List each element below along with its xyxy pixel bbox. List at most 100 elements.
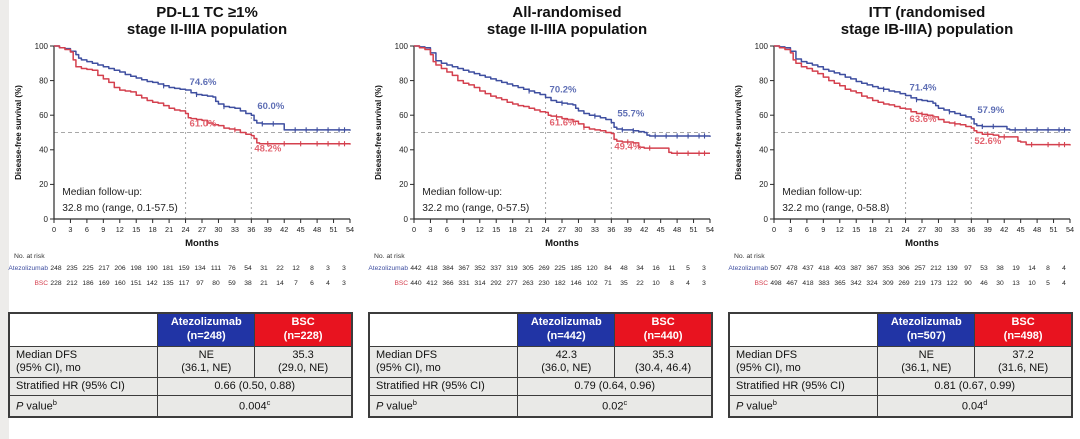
risk-count: 19	[1012, 264, 1020, 272]
svg-text:100: 100	[755, 41, 769, 50]
svg-text:Months: Months	[545, 238, 579, 249]
svg-text:32.2 mo (range, 0-58.8): 32.2 mo (range, 0-58.8)	[782, 203, 889, 214]
svg-text:33: 33	[231, 225, 239, 234]
svg-text:40: 40	[399, 145, 408, 154]
risk-count: 206	[114, 264, 126, 272]
risk-count: 309	[882, 279, 894, 287]
svg-text:24: 24	[181, 225, 189, 234]
risk-count: 3	[326, 264, 330, 272]
risk-count: 269	[898, 279, 910, 287]
risk-count: 498	[770, 279, 782, 287]
svg-text:48: 48	[313, 225, 321, 234]
svg-text:3: 3	[788, 225, 792, 234]
risk-count: 257	[914, 264, 926, 272]
risk-count: 507	[770, 264, 782, 272]
svg-text:36: 36	[967, 225, 975, 234]
table-row-hr: Stratified HR (95% CI) 0.66 (0.50, 0.88)	[8, 376, 353, 397]
svg-text:33: 33	[591, 225, 599, 234]
risk-count: 212	[66, 279, 78, 287]
svg-text:51: 51	[1049, 225, 1057, 234]
risk-count: 190	[146, 264, 158, 272]
no-at-risk-label: No. at risk	[14, 252, 45, 260]
risk-row-label: BSC	[394, 279, 408, 287]
risk-count: 5	[1046, 279, 1050, 287]
risk-count: 352	[474, 264, 486, 272]
risk-count: 440	[410, 279, 422, 287]
svg-text:48.2%: 48.2%	[254, 143, 281, 154]
svg-text:15: 15	[492, 225, 500, 234]
risk-counts: 248 235 225 217 206 198 190 181 159 134 111 76 54 31 2…	[48, 265, 352, 272]
risk-count: 331	[458, 279, 470, 287]
risk-count: 403	[834, 264, 846, 272]
risk-count: 306	[898, 264, 910, 272]
table-row-pvalue: P valueb 0.02c	[368, 395, 713, 418]
risk-count: 367	[866, 264, 878, 272]
header-n-count: (n=498)	[1003, 329, 1043, 342]
risk-count: 14	[1028, 264, 1036, 272]
table-header-atezolizumab: Atezolizumab (n=248)	[157, 312, 256, 347]
svg-text:51: 51	[329, 225, 337, 234]
risk-count: 6	[310, 279, 314, 287]
table-header-bsc: BSC (n=498)	[974, 312, 1073, 347]
risk-count: 324	[866, 279, 878, 287]
risk-count: 134	[194, 264, 206, 272]
risk-count: 12	[292, 264, 300, 272]
svg-text:54: 54	[706, 225, 714, 234]
svg-text:9: 9	[821, 225, 825, 234]
svg-text:12: 12	[476, 225, 484, 234]
svg-text:0: 0	[412, 225, 416, 234]
risk-count: 84	[604, 264, 612, 272]
hr-value: 0.66 (0.50, 0.88)	[157, 376, 353, 397]
panel-title: ITT (randomised stage IB-IIIA) populatio…	[728, 4, 1080, 39]
risk-count: 277	[506, 279, 518, 287]
risk-count: 120	[586, 264, 598, 272]
median-dfs-bsc: 37.2 (31.6, NE)	[974, 345, 1073, 378]
svg-text:48: 48	[673, 225, 681, 234]
svg-text:60: 60	[399, 111, 408, 120]
risk-count: 4	[1062, 279, 1066, 287]
risk-count: 367	[458, 264, 470, 272]
risk-count: 59	[228, 279, 236, 287]
risk-count: 46	[980, 279, 988, 287]
risk-count: 384	[442, 264, 454, 272]
svg-text:80: 80	[39, 76, 48, 85]
risk-counts: 442 418 384 367 352 337 319 305 269 225 185 120 84 48…	[408, 265, 712, 272]
risk-count: 38	[244, 279, 252, 287]
svg-text:80: 80	[759, 76, 768, 85]
risk-row-label: Atezolizumab	[368, 264, 408, 272]
hr-value: 0.81 (0.67, 0.99)	[877, 376, 1073, 397]
svg-text:74.6%: 74.6%	[190, 76, 217, 87]
row-label: Stratified HR (95% CI)	[728, 376, 879, 397]
svg-text:Median follow-up:: Median follow-up:	[62, 186, 142, 197]
risk-count: 412	[426, 279, 438, 287]
svg-text:6: 6	[805, 225, 809, 234]
risk-count: 337	[490, 264, 502, 272]
svg-text:30: 30	[934, 225, 942, 234]
svg-text:45: 45	[657, 225, 665, 234]
svg-text:80: 80	[399, 76, 408, 85]
row-label: Median DFS (95% CI), mo	[8, 345, 159, 378]
no-at-risk-label: No. at risk	[734, 252, 765, 260]
header-n-count: (n=440)	[643, 329, 683, 342]
svg-text:55.7%: 55.7%	[617, 108, 644, 119]
svg-text:60: 60	[39, 111, 48, 120]
svg-text:54: 54	[1066, 225, 1074, 234]
table-row-median-dfs: Median DFS (95% CI), mo 42.3 (36.0, NE) …	[368, 345, 713, 378]
panel-title-line2: stage IB-IIIA) population	[840, 21, 1014, 39]
risk-count: 54	[244, 264, 252, 272]
row-label: Stratified HR (95% CI)	[368, 376, 519, 397]
svg-text:42: 42	[1000, 225, 1008, 234]
no-at-risk-block: No. at risk Atezolizumab 248 235 225 217 206 1…	[8, 253, 360, 291]
table-corner-cell	[728, 312, 879, 347]
svg-text:21: 21	[525, 225, 533, 234]
risk-count: 437	[802, 264, 814, 272]
risk-counts: 498 467 418 383 365 342 324 309 269 219 173 122 90 46…	[768, 280, 1072, 287]
median-dfs-bsc: 35.3 (30.4, 46.4)	[614, 345, 713, 378]
risk-count: 159	[178, 264, 190, 272]
risk-count: 225	[82, 264, 94, 272]
risk-count: 263	[522, 279, 534, 287]
panel-title-line2: stage II-IIIA population	[486, 21, 648, 39]
svg-text:9: 9	[461, 225, 465, 234]
svg-text:54: 54	[346, 225, 354, 234]
no-at-risk-block: No. at risk Atezolizumab 442 418 384 367 352 3…	[368, 253, 720, 291]
